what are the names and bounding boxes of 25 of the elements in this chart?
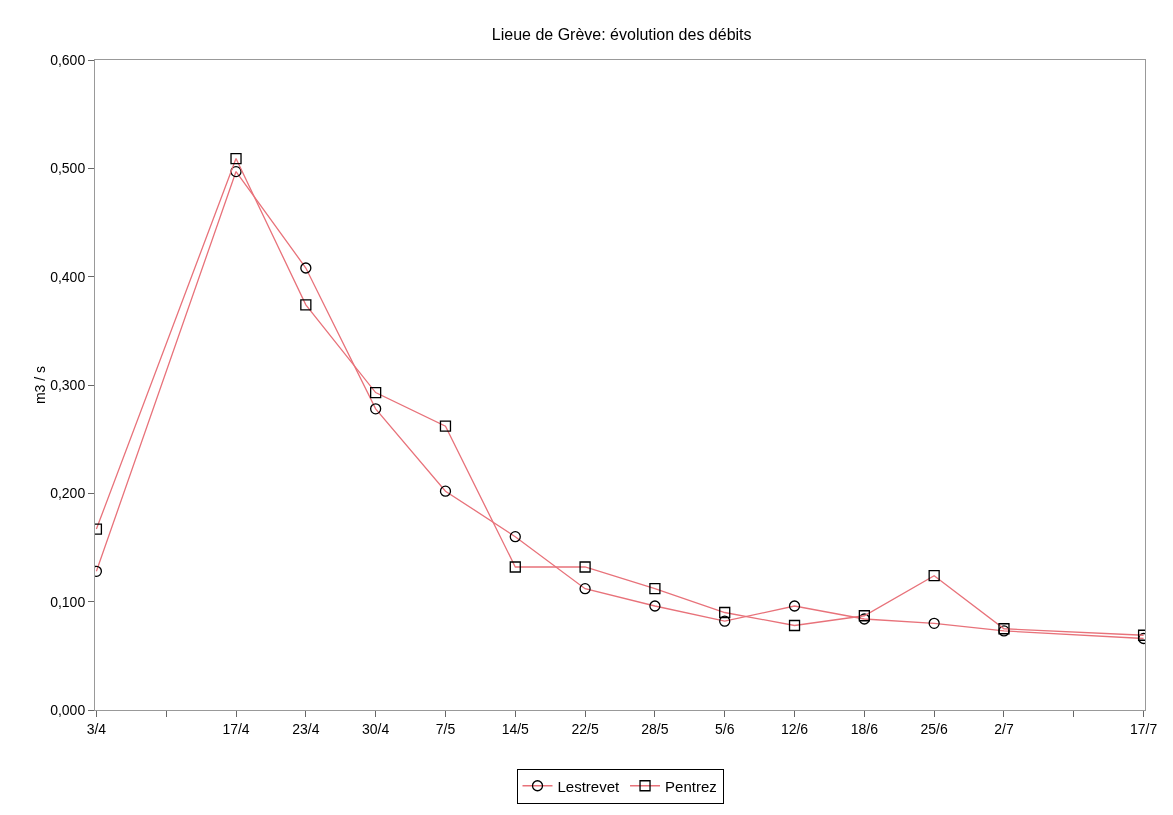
- x-tick-label: 17/4: [222, 720, 250, 737]
- y-tick-label: 0,400: [50, 268, 86, 285]
- x-tick-label: 2/7: [994, 720, 1014, 737]
- y-axis-title: m3 / s: [32, 365, 49, 405]
- x-tick-label: 23/4: [292, 720, 320, 737]
- x-tick-label: 7/5: [435, 720, 456, 737]
- legend-label: Pentrez: [665, 777, 717, 795]
- x-tick-label: 22/5: [571, 720, 599, 737]
- x-tick-label: 30/4: [362, 720, 390, 737]
- y-tick-label: 0,300: [50, 376, 86, 393]
- y-tick-label: 0,200: [50, 485, 86, 502]
- y-tick-label: 0,600: [50, 51, 86, 68]
- x-tick-label: 25/6: [920, 720, 948, 737]
- x-tick-label: 14/5: [501, 720, 530, 737]
- y-tick-label: 0,000: [50, 701, 86, 718]
- x-tick-label: 17/7: [1129, 720, 1158, 737]
- y-tick-label: 0,500: [50, 160, 86, 177]
- x-tick-label: 5/6: [714, 720, 735, 737]
- chart-title: Lieue de Grève: évolution des débits: [491, 25, 752, 43]
- x-tick-label: 18/6: [850, 720, 879, 737]
- y-tick-label: 0,100: [50, 593, 86, 610]
- x-tick-label: 3/4: [86, 720, 107, 737]
- legend-label: Lestrevet: [557, 777, 621, 795]
- x-tick-label: 12/6: [780, 720, 809, 737]
- x-tick-label: 28/5: [641, 720, 669, 737]
